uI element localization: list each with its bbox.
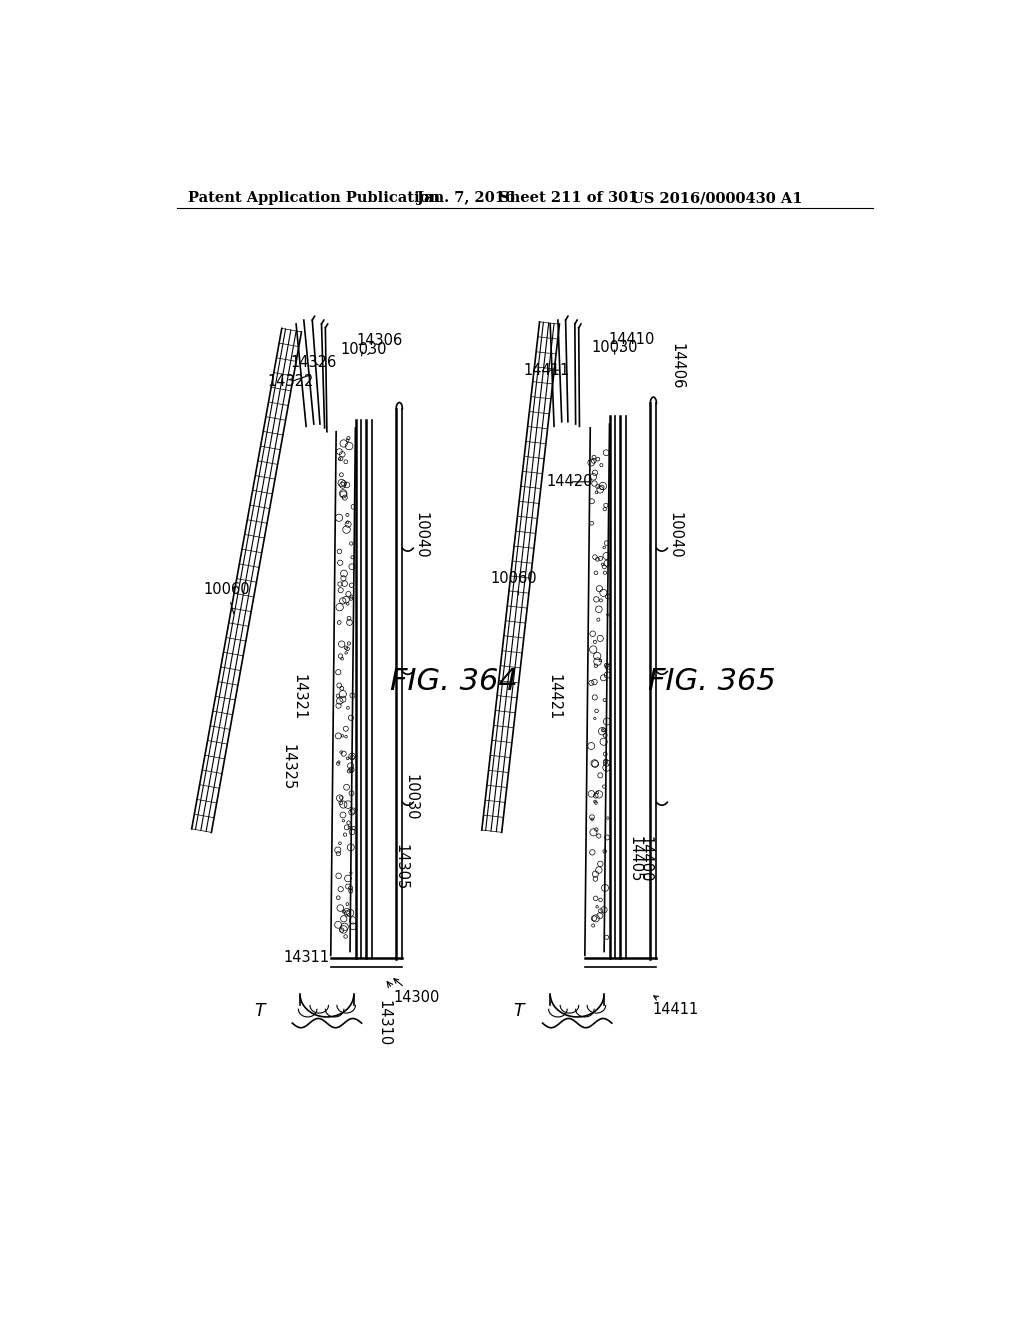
Text: 14411: 14411 <box>652 995 698 1016</box>
Text: 14311: 14311 <box>283 949 330 965</box>
Text: 14411: 14411 <box>523 363 569 378</box>
Text: 10040: 10040 <box>668 512 682 558</box>
Text: 14326: 14326 <box>291 355 337 370</box>
Text: 14305: 14305 <box>393 843 409 890</box>
Text: 14420: 14420 <box>547 474 593 490</box>
Text: 14306: 14306 <box>356 334 402 355</box>
Text: Jan. 7, 2016: Jan. 7, 2016 <box>417 191 515 206</box>
Text: 10040: 10040 <box>413 512 428 558</box>
Text: US 2016/0000430 A1: US 2016/0000430 A1 <box>631 191 803 206</box>
Text: FIG. 365: FIG. 365 <box>648 668 776 697</box>
Text: 14300: 14300 <box>394 978 440 1006</box>
Text: Sheet 211 of 301: Sheet 211 of 301 <box>499 191 638 206</box>
Text: 10060: 10060 <box>490 570 538 594</box>
Text: 10030: 10030 <box>340 342 386 356</box>
Text: 14310: 14310 <box>376 1001 391 1047</box>
Text: Patent Application Publication: Patent Application Publication <box>188 191 440 206</box>
Text: T: T <box>513 1002 524 1020</box>
Text: T: T <box>254 1002 264 1020</box>
Text: 14322: 14322 <box>267 374 314 389</box>
Text: 14406: 14406 <box>670 343 685 389</box>
Text: FIG. 364: FIG. 364 <box>390 668 518 697</box>
Text: 14321: 14321 <box>291 675 306 721</box>
Text: 10060: 10060 <box>204 582 250 614</box>
Text: 14405: 14405 <box>628 836 642 882</box>
Text: 10030: 10030 <box>591 339 638 355</box>
Text: 10030: 10030 <box>403 775 419 821</box>
Text: 14421: 14421 <box>547 675 562 721</box>
Text: 14400: 14400 <box>637 836 652 882</box>
Text: 14325: 14325 <box>281 743 295 789</box>
Text: 14410: 14410 <box>608 331 654 351</box>
